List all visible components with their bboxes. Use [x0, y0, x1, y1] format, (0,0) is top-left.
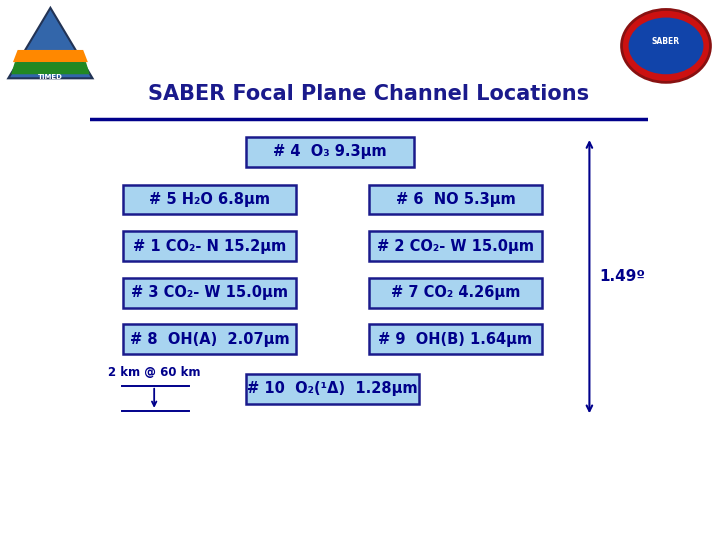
FancyBboxPatch shape	[369, 278, 542, 308]
FancyBboxPatch shape	[124, 185, 297, 214]
Text: # 2 CO₂- W 15.0μm: # 2 CO₂- W 15.0μm	[377, 239, 534, 254]
Text: # 1 CO₂- N 15.2μm: # 1 CO₂- N 15.2μm	[133, 239, 287, 254]
Text: # 3 CO₂- W 15.0μm: # 3 CO₂- W 15.0μm	[132, 285, 289, 300]
Ellipse shape	[629, 17, 703, 74]
Text: SABER Focal Plane Channel Locations: SABER Focal Plane Channel Locations	[148, 84, 590, 104]
FancyBboxPatch shape	[369, 185, 542, 214]
Text: 1.49º: 1.49º	[599, 269, 645, 285]
Polygon shape	[13, 50, 88, 62]
Ellipse shape	[621, 9, 711, 82]
FancyBboxPatch shape	[246, 137, 414, 167]
FancyBboxPatch shape	[246, 374, 419, 404]
Text: # 6  NO 5.3μm: # 6 NO 5.3μm	[395, 192, 516, 207]
Text: # 7 CO₂ 4.26μm: # 7 CO₂ 4.26μm	[391, 285, 520, 300]
Text: TIMED: TIMED	[38, 74, 63, 80]
FancyBboxPatch shape	[369, 231, 542, 261]
Text: # 5 H₂O 6.8μm: # 5 H₂O 6.8μm	[150, 192, 271, 207]
Text: SABER: SABER	[652, 37, 680, 46]
Text: # 4  O₃ 9.3μm: # 4 O₃ 9.3μm	[273, 144, 387, 159]
Text: 2 km @ 60 km: 2 km @ 60 km	[108, 366, 200, 379]
Text: # 9  OH(B) 1.64μm: # 9 OH(B) 1.64μm	[379, 332, 533, 347]
FancyBboxPatch shape	[124, 278, 297, 308]
Polygon shape	[9, 8, 92, 78]
Text: # 8  OH(A)  2.07μm: # 8 OH(A) 2.07μm	[130, 332, 289, 347]
Polygon shape	[11, 62, 90, 74]
FancyBboxPatch shape	[369, 324, 542, 354]
Text: # 10  O₂(¹Δ)  1.28μm: # 10 O₂(¹Δ) 1.28μm	[248, 381, 418, 396]
FancyBboxPatch shape	[124, 231, 297, 261]
FancyBboxPatch shape	[124, 324, 297, 354]
